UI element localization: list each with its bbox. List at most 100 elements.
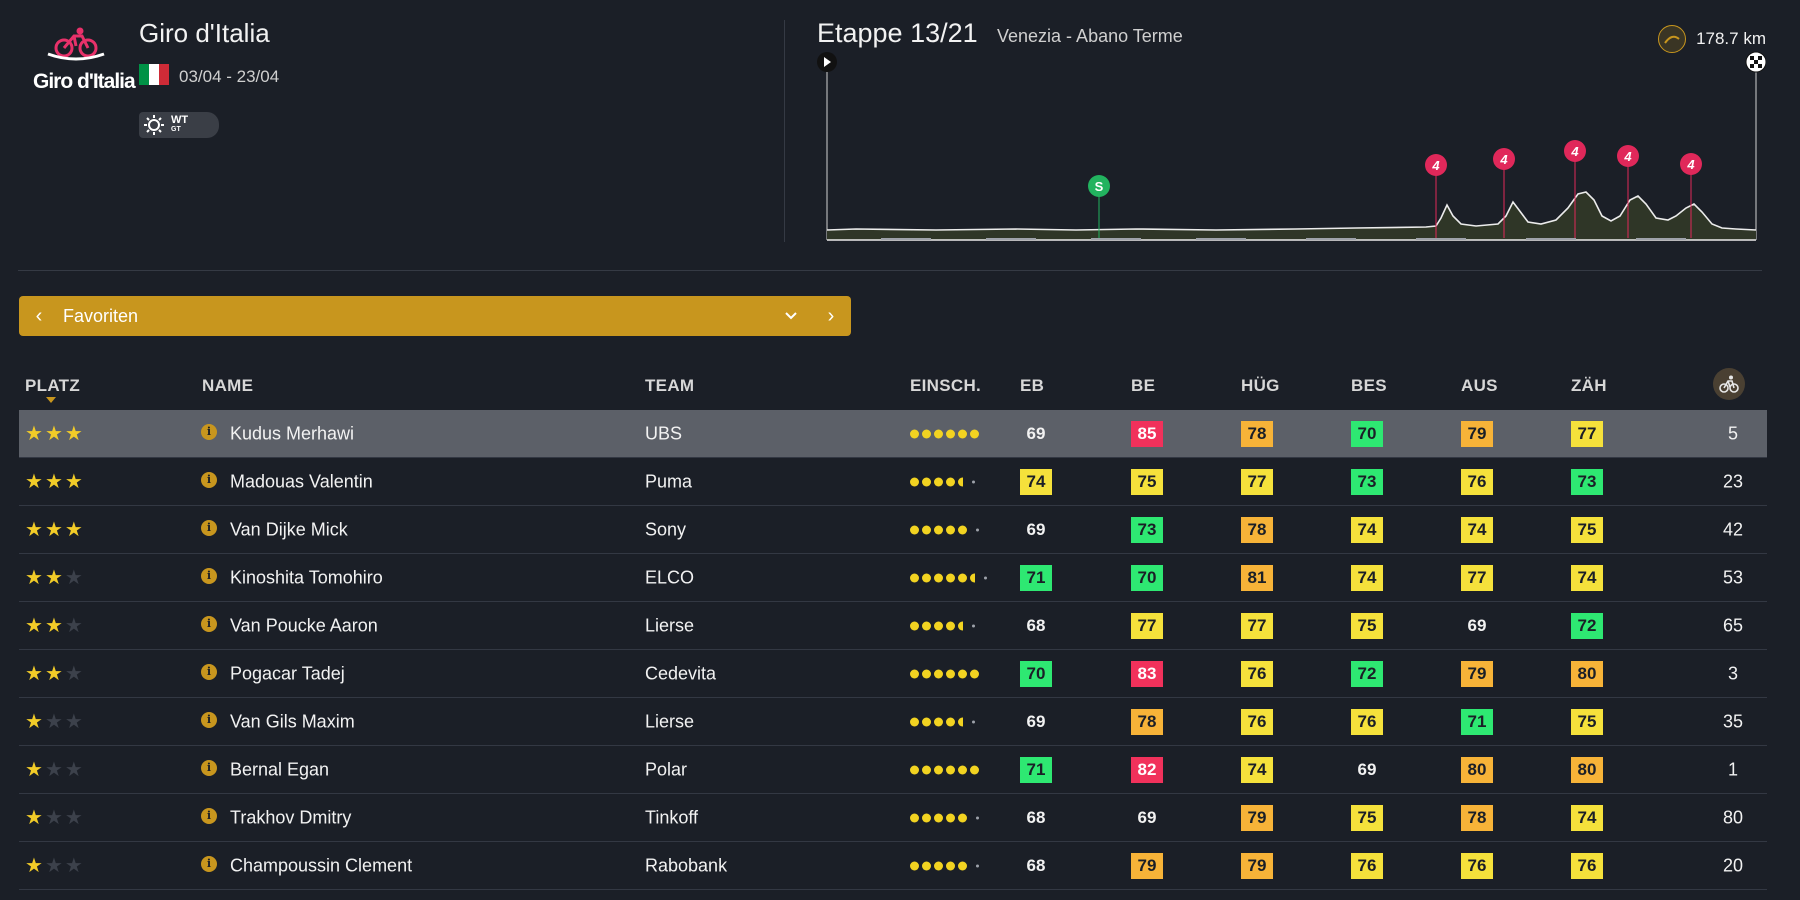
climb-label: 4 bbox=[1570, 144, 1579, 159]
table-header: PLATZ NAME TEAM EINSCH. EB BE HÜG BES AU… bbox=[19, 366, 1767, 410]
start-icon bbox=[817, 52, 837, 240]
cyclist-icon[interactable] bbox=[1713, 368, 1745, 400]
stage-title: Etappe 13/21 bbox=[817, 18, 978, 48]
form-dot-empty bbox=[976, 528, 979, 531]
stat-be: 77 bbox=[1131, 612, 1163, 639]
rider-name[interactable]: Kudus Merhawi bbox=[230, 423, 355, 443]
form-dot-empty bbox=[976, 816, 979, 819]
star-icon: ★ bbox=[64, 854, 83, 877]
stage-profile[interactable]: S 4 4 4 4 4 bbox=[816, 48, 1766, 244]
dropdown-button[interactable] bbox=[771, 296, 811, 336]
form-dot bbox=[922, 621, 931, 630]
rank-value: 80 bbox=[1722, 807, 1744, 827]
col-platz[interactable]: PLATZ bbox=[25, 376, 81, 395]
info-icon[interactable]: i bbox=[201, 471, 217, 488]
form-dot bbox=[946, 573, 955, 582]
stat-zah: 74 bbox=[1571, 804, 1603, 831]
star-icon: ★ bbox=[44, 518, 63, 541]
form-dot bbox=[922, 525, 931, 534]
table-row[interactable]: ★ ★ ★ i Kudus Merhawi UBS 69 85 78 70 79 77 5 bbox=[19, 410, 1767, 458]
table-row[interactable]: ★ ★ ★ i Bernal Egan Polar 71 82 74 69 80 80 1 bbox=[19, 746, 1767, 794]
stat-zah: 80 bbox=[1571, 660, 1603, 687]
stat-eb: 68 bbox=[1026, 807, 1046, 827]
stat-zah: 80 bbox=[1571, 756, 1603, 783]
col-einsch[interactable]: EINSCH. bbox=[910, 376, 982, 395]
info-icon[interactable]: i bbox=[201, 759, 217, 776]
chevron-down-icon bbox=[785, 312, 797, 320]
star-icon: ★ bbox=[25, 710, 43, 733]
col-eb[interactable]: EB bbox=[1020, 376, 1045, 395]
form-dot bbox=[910, 765, 919, 774]
col-name[interactable]: NAME bbox=[202, 376, 254, 395]
table-row[interactable]: ★ ★ ★ i Kinoshita Tomohiro ELCO 71 70 81 74 77 74 53 bbox=[19, 554, 1767, 602]
form-dot bbox=[910, 621, 919, 630]
form-dot bbox=[946, 717, 955, 726]
stat-be: 85 bbox=[1131, 420, 1163, 447]
info-icon[interactable]: i bbox=[201, 567, 217, 584]
form-dot-empty bbox=[972, 480, 975, 483]
climb-marker[interactable]: 4 bbox=[1564, 140, 1586, 238]
form-dot bbox=[910, 813, 919, 822]
rider-name[interactable]: Kinoshita Tomohiro bbox=[230, 567, 383, 587]
section-divider bbox=[18, 270, 1762, 271]
stat-eb: 68 bbox=[1026, 855, 1046, 875]
info-icon[interactable]: i bbox=[201, 855, 217, 872]
col-bes[interactable]: BES bbox=[1351, 376, 1387, 395]
table-row[interactable]: ★ ★ ★ i Van Poucke Aaron Lierse 68 77 77 75 69 72 65 bbox=[19, 602, 1767, 650]
table-row[interactable]: ★ ★ ★ i Trakhov Dmitry Tinkoff 68 69 79 75 78 74 80 bbox=[19, 794, 1767, 842]
team-name: ELCO bbox=[645, 567, 695, 587]
rider-name[interactable]: Champoussin Clement bbox=[230, 855, 413, 875]
stat-eb: 70 bbox=[1020, 660, 1052, 687]
info-icon[interactable]: i bbox=[201, 519, 217, 536]
rating-stars: ★ ★ ★ bbox=[25, 520, 83, 540]
form-dot-half bbox=[958, 621, 963, 630]
rank-value: 65 bbox=[1722, 615, 1744, 635]
form-dot bbox=[922, 717, 931, 726]
race-title: Giro d'Italia bbox=[139, 18, 270, 48]
climb-label: 4 bbox=[1431, 158, 1440, 173]
info-icon[interactable]: i bbox=[201, 663, 217, 680]
rating-stars: ★ ★ ★ bbox=[25, 568, 83, 588]
stat-aus: 76 bbox=[1461, 468, 1493, 495]
climb-marker[interactable]: 4 bbox=[1425, 154, 1447, 238]
table-row[interactable]: ★ ★ ★ i Van Gils Maxim Lierse 69 78 76 76 71 75 35 bbox=[19, 698, 1767, 746]
climb-marker[interactable]: 4 bbox=[1617, 145, 1639, 238]
form-indicator bbox=[910, 525, 979, 534]
col-hug[interactable]: HÜG bbox=[1241, 376, 1280, 395]
sun-icon bbox=[144, 115, 164, 135]
table-row[interactable]: ★ ★ ★ i Pogacar Tadej Cedevita 70 83 76 72 79 80 3 bbox=[19, 650, 1767, 698]
info-icon[interactable]: i bbox=[201, 807, 217, 824]
stat-aus: 77 bbox=[1461, 564, 1493, 591]
table-row[interactable]: ★ ★ ★ i Van Dijke Mick Sony 69 73 78 74 74 75 42 bbox=[19, 506, 1767, 554]
next-button[interactable]: › bbox=[811, 296, 851, 336]
rider-name[interactable]: Van Poucke Aaron bbox=[230, 615, 378, 635]
rider-name[interactable]: Van Gils Maxim bbox=[230, 711, 355, 731]
team-name: Lierse bbox=[645, 615, 695, 635]
col-zah[interactable]: ZÄH bbox=[1571, 376, 1607, 395]
info-icon[interactable]: i bbox=[201, 423, 217, 440]
sprint-marker[interactable]: S bbox=[1088, 175, 1110, 238]
rider-name[interactable]: Madouas Valentin bbox=[230, 471, 373, 491]
table-row[interactable]: ★ ★ ★ i Champoussin Clement Rabobank 68 79 79 76 7… bbox=[19, 842, 1767, 890]
selector-label[interactable]: Favoriten bbox=[63, 305, 139, 326]
rider-name[interactable]: Bernal Egan bbox=[230, 759, 330, 779]
info-icon[interactable]: i bbox=[201, 615, 217, 632]
stat-be: 82 bbox=[1131, 756, 1163, 783]
table-row[interactable]: ★ ★ ★ i Madouas Valentin Puma 74 75 77 73 76 73 23 bbox=[19, 458, 1767, 506]
stat-aus: 74 bbox=[1461, 516, 1493, 543]
rider-name[interactable]: Pogacar Tadej bbox=[230, 663, 345, 683]
prev-button[interactable]: ‹ bbox=[19, 296, 59, 336]
rider-name[interactable]: Trakhov Dmitry bbox=[230, 807, 352, 827]
stat-hug: 79 bbox=[1241, 852, 1273, 879]
profile-area bbox=[827, 192, 1756, 240]
climb-marker[interactable]: 4 bbox=[1493, 148, 1515, 238]
climb-marker[interactable]: 4 bbox=[1680, 153, 1702, 238]
info-icon[interactable]: i bbox=[201, 711, 217, 728]
rider-name[interactable]: Van Dijke Mick bbox=[230, 519, 348, 539]
col-aus[interactable]: AUS bbox=[1461, 376, 1498, 395]
col-team[interactable]: TEAM bbox=[645, 376, 695, 395]
stat-zah: 74 bbox=[1571, 564, 1603, 591]
col-be[interactable]: BE bbox=[1131, 376, 1156, 395]
climb-label: 4 bbox=[1686, 157, 1695, 172]
star-icon: ★ bbox=[64, 566, 83, 589]
